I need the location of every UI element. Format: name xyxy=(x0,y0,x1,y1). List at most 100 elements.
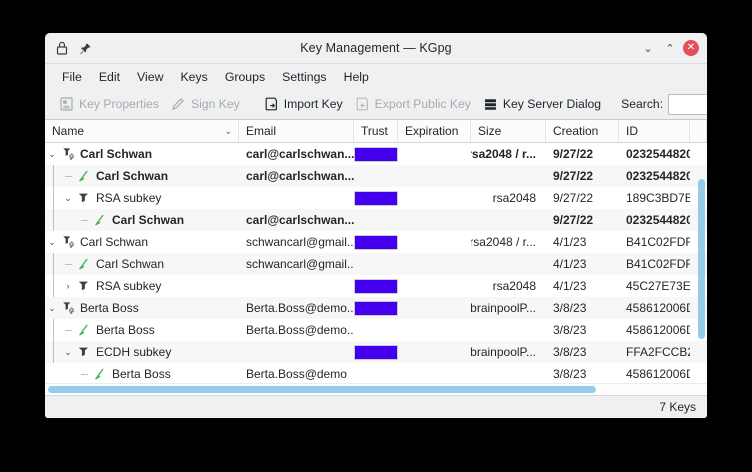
lock-icon[interactable] xyxy=(54,40,70,56)
column-header-trust[interactable]: Trust xyxy=(354,120,398,142)
table-row[interactable]: ⌄ Berta Boss Berta.Boss@demo... brainpoolP.… xyxy=(45,297,707,319)
chevron-right-icon[interactable]: › xyxy=(66,281,70,291)
chevron-down-icon[interactable]: ⌄ xyxy=(64,192,72,203)
tree-guide-blank xyxy=(45,363,61,383)
import-key-button[interactable]: Import Key xyxy=(258,94,349,115)
table-body[interactable]: ⌄ Carl Schwan carl@carlschwan.... rsa2048 /… xyxy=(45,143,707,383)
menu-item-help[interactable]: Help xyxy=(343,69,369,84)
cell-size: rsa2048 xyxy=(492,191,536,205)
menu-item-keys[interactable]: Keys xyxy=(180,69,208,84)
chevron-down-icon[interactable]: ⌄ xyxy=(48,302,56,313)
tree-leaf-marker xyxy=(61,165,75,187)
cell-name: Carl Schwan xyxy=(45,253,239,275)
table-row[interactable]: ⌄ RSA subkey rsa2048 9/27/22 189C3BD7B5 xyxy=(45,187,707,209)
chevron-down-icon[interactable]: ⌄ xyxy=(48,236,56,247)
export-public-key-button[interactable]: Export Public Key xyxy=(349,94,477,115)
column-header-id[interactable]: ID xyxy=(619,120,690,142)
cell-name: ⌄ ECDH subkey xyxy=(45,341,239,363)
subkey-icon xyxy=(75,275,93,297)
cell-id: B41C02FDF3 xyxy=(626,235,690,249)
maximize-button[interactable]: ⌃ xyxy=(665,42,675,55)
trust-bar xyxy=(354,190,398,206)
status-bar: 7 Keys xyxy=(45,395,707,418)
key-pair-icon xyxy=(59,231,77,253)
search-input[interactable] xyxy=(668,93,707,115)
menu-item-settings[interactable]: Settings xyxy=(282,69,327,84)
column-header-email-label: Email xyxy=(246,124,277,138)
tree-guide xyxy=(45,319,61,341)
trust-bar xyxy=(354,234,398,250)
table-row[interactable]: Carl Schwan carl@carlschwan.... 9/27/22 023… xyxy=(45,209,707,231)
title-bar-left-icons xyxy=(45,40,93,56)
column-header-name-label: Name xyxy=(52,124,85,138)
minimize-button[interactable]: ⌄ xyxy=(643,42,653,55)
cell-expiration xyxy=(398,319,471,341)
cell-name: Berta Boss xyxy=(45,363,239,383)
cell-name: ⌄ Berta Boss xyxy=(45,297,239,319)
column-header-expiration[interactable]: Expiration xyxy=(398,120,471,142)
chevron-down-icon[interactable]: ⌄ xyxy=(48,148,56,159)
cell-email: Berta.Boss@demo... xyxy=(246,301,354,315)
cell-size: brainpoolP... xyxy=(471,301,536,315)
cell-expiration xyxy=(398,165,471,187)
table-row[interactable]: ⌄ ECDH subkey brainpoolP... 3/8/23 FFA2FCCB2… xyxy=(45,341,707,363)
table-row[interactable]: Carl Schwan carl@carlschwan.... 9/27/22 023… xyxy=(45,165,707,187)
row-name-label: Berta Boss xyxy=(96,323,155,337)
column-header-size[interactable]: Size xyxy=(471,120,546,142)
table-row[interactable]: ⌄ Carl Schwan carl@carlschwan.... rsa2048 /… xyxy=(45,143,707,165)
column-header-creation[interactable]: Creation xyxy=(546,120,619,142)
cell-trust xyxy=(354,275,398,297)
vertical-scrollbar-thumb[interactable] xyxy=(698,179,705,339)
table-row[interactable]: Carl Schwan schwancarl@gmail... 4/1/23 B41C… xyxy=(45,253,707,275)
cell-id: 458612006D xyxy=(626,323,690,337)
signature-icon xyxy=(75,253,93,275)
cell-creation: 4/1/23 xyxy=(553,257,587,271)
cell-trust xyxy=(354,209,398,231)
menu-item-file[interactable]: File xyxy=(62,69,82,84)
toolbar: Key Properties Sign Key Import Key xyxy=(45,89,707,119)
key-properties-icon xyxy=(59,97,74,112)
cell-creation: 4/1/23 xyxy=(553,279,587,293)
table-row[interactable]: › RSA subkey rsa2048 4/1/23 45C27E73E6 xyxy=(45,275,707,297)
key-properties-label: Key Properties xyxy=(79,97,159,111)
signature-icon xyxy=(91,209,109,231)
cell-size: brainpoolP... xyxy=(471,345,536,359)
tree-leaf-marker xyxy=(61,319,75,341)
chevron-down-icon[interactable]: ⌄ xyxy=(64,346,72,357)
cell-name: ⌄ Carl Schwan xyxy=(45,231,239,253)
key-server-dialog-button[interactable]: Key Server Dialog xyxy=(477,94,607,115)
tree-guide xyxy=(45,165,61,187)
tree-guide xyxy=(45,209,61,231)
table-row[interactable]: ⌄ Carl Schwan schwancarl@gmail... rsa2048 /… xyxy=(45,231,707,253)
menu-item-edit[interactable]: Edit xyxy=(98,69,121,84)
vertical-scrollbar[interactable] xyxy=(698,167,705,372)
cell-name: Carl Schwan xyxy=(45,165,239,187)
horizontal-scrollbar-thumb[interactable] xyxy=(48,386,596,393)
cell-email: carl@carlschwan.... xyxy=(246,147,354,161)
table-row[interactable]: Berta Boss Berta.Boss@demo 3/8/23 458612006… xyxy=(45,363,707,383)
cell-email: schwancarl@gmail... xyxy=(246,257,354,271)
key-list: Name ⌄ Email Trust Expiration Size Creat… xyxy=(45,119,707,395)
kgpg-main-window: Key Management — KGpg ⌄ ⌃ ✕ File Edit Vi… xyxy=(45,33,707,418)
pin-icon[interactable] xyxy=(77,40,93,56)
menu-item-groups[interactable]: Groups xyxy=(224,69,266,84)
cell-email xyxy=(239,275,354,297)
cell-creation: 9/27/22 xyxy=(553,147,594,161)
row-name-label: Carl Schwan xyxy=(80,147,153,161)
table-row[interactable]: Berta Boss Berta.Boss@demo... 3/8/23 458612… xyxy=(45,319,707,341)
column-header-name[interactable]: Name ⌄ xyxy=(45,120,239,142)
column-header-email[interactable]: Email xyxy=(239,120,354,142)
key-properties-button[interactable]: Key Properties xyxy=(53,94,165,115)
close-button[interactable]: ✕ xyxy=(683,40,699,56)
menu-item-view[interactable]: View xyxy=(137,69,164,84)
server-icon xyxy=(483,97,498,112)
row-name-label: Carl Schwan xyxy=(96,169,169,183)
tree-guide-blank xyxy=(61,363,77,383)
cell-size xyxy=(471,319,546,341)
cell-name: Carl Schwan xyxy=(45,209,239,231)
cell-id: 0232544820 xyxy=(626,213,690,227)
column-header-filler xyxy=(690,120,707,142)
horizontal-scrollbar[interactable] xyxy=(45,383,707,395)
sign-key-button[interactable]: Sign Key xyxy=(165,94,246,115)
cell-creation: 9/27/22 xyxy=(553,191,594,205)
